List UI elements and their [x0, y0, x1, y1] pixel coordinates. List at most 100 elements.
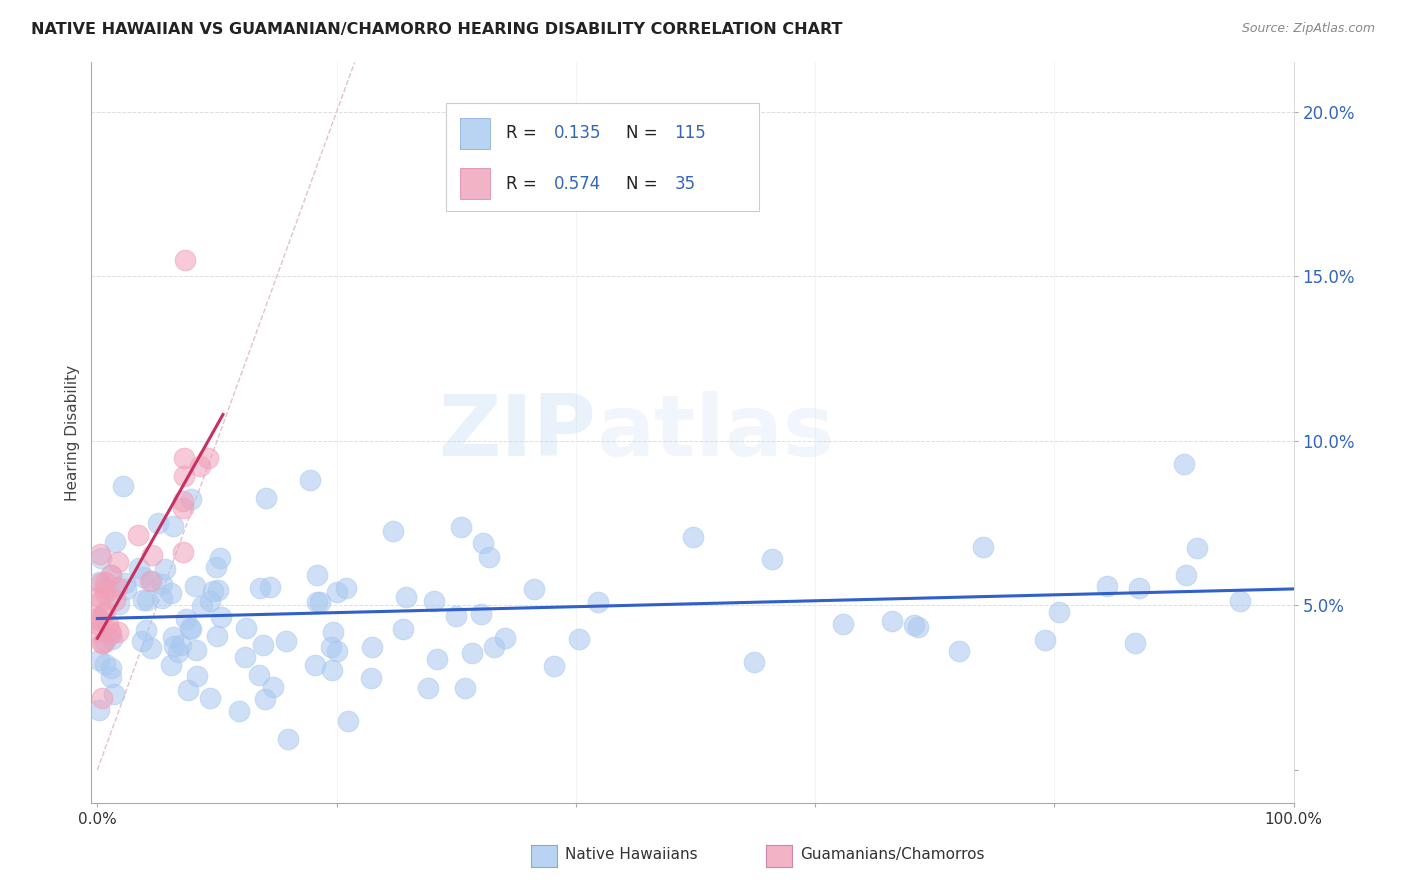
Text: Native Hawaiians: Native Hawaiians — [565, 847, 697, 862]
Point — [1033, 633, 1056, 648]
Point — [100, 567, 122, 582]
Text: R =: R = — [506, 124, 543, 142]
Point — [127, 528, 149, 542]
Point — [177, 682, 200, 697]
Point — [100, 670, 122, 684]
Point — [141, 574, 163, 589]
Text: 0.574: 0.574 — [554, 175, 602, 193]
Point — [114, 576, 136, 591]
Point — [360, 671, 382, 685]
Point — [446, 608, 468, 623]
Point — [1175, 567, 1198, 582]
Point — [461, 646, 484, 660]
Point — [326, 584, 349, 599]
Point — [309, 595, 332, 609]
Point — [1047, 605, 1070, 619]
Point — [103, 687, 125, 701]
Point — [335, 581, 357, 595]
Point — [87, 624, 110, 638]
Text: Guamanians/Chamorros: Guamanians/Chamorros — [800, 847, 984, 862]
Point — [322, 625, 344, 640]
Text: R =: R = — [506, 175, 543, 193]
Point — [586, 594, 609, 608]
Point — [208, 551, 231, 566]
Bar — [460, 168, 491, 199]
Point — [104, 534, 127, 549]
Point — [100, 661, 122, 675]
Point — [450, 520, 472, 534]
Point — [191, 599, 214, 613]
Point — [426, 652, 449, 666]
Point — [200, 690, 222, 705]
Text: N =: N = — [626, 124, 664, 142]
Point — [305, 567, 328, 582]
Point — [139, 574, 162, 588]
Point — [98, 624, 121, 638]
Point — [153, 562, 176, 576]
Point — [543, 659, 565, 673]
Point — [254, 691, 277, 706]
Point — [89, 547, 111, 561]
Point — [150, 591, 173, 605]
Point — [169, 638, 191, 652]
Point — [948, 643, 970, 657]
Point — [1173, 457, 1195, 471]
Point — [392, 622, 415, 636]
Point — [139, 640, 162, 655]
Point — [907, 620, 929, 634]
Point — [160, 657, 183, 672]
Point — [188, 458, 211, 473]
Point — [180, 622, 202, 636]
Point — [90, 550, 112, 565]
Point — [162, 519, 184, 533]
Point — [252, 638, 274, 652]
Point — [319, 640, 342, 655]
Point — [105, 580, 128, 594]
Point — [761, 551, 783, 566]
Point — [87, 617, 110, 632]
Point — [454, 681, 477, 696]
Point — [259, 580, 281, 594]
FancyBboxPatch shape — [446, 103, 759, 211]
Point — [197, 451, 219, 466]
Point — [1229, 593, 1251, 607]
Point — [336, 714, 359, 728]
Point — [87, 590, 110, 604]
Point — [172, 500, 194, 515]
Point — [172, 545, 194, 559]
Text: NATIVE HAWAIIAN VS GUAMANIAN/CHAMORRO HEARING DISABILITY CORRELATION CHART: NATIVE HAWAIIAN VS GUAMANIAN/CHAMORRO HE… — [31, 22, 842, 37]
Point — [131, 569, 153, 583]
Point — [146, 516, 169, 530]
Point — [416, 681, 439, 695]
Point — [93, 605, 115, 619]
Point — [326, 643, 349, 657]
Point — [1187, 541, 1209, 555]
Point — [470, 607, 492, 621]
Point — [107, 555, 129, 569]
Point — [471, 536, 494, 550]
Text: Source: ZipAtlas.com: Source: ZipAtlas.com — [1241, 22, 1375, 36]
Point — [209, 610, 232, 624]
Point — [160, 586, 183, 600]
Point — [107, 625, 129, 640]
Point — [90, 576, 112, 591]
Point — [305, 595, 328, 609]
Point — [198, 594, 221, 608]
Point — [108, 597, 131, 611]
Point — [87, 575, 110, 590]
Point — [254, 491, 277, 506]
Point — [207, 582, 229, 597]
Point — [423, 594, 446, 608]
Point — [742, 655, 765, 669]
Text: 0.135: 0.135 — [554, 124, 602, 142]
Point — [235, 621, 257, 635]
Point — [832, 617, 855, 632]
Point — [682, 530, 704, 544]
Point — [167, 645, 190, 659]
Point — [172, 494, 194, 508]
Point — [179, 621, 201, 635]
Point — [276, 634, 298, 648]
Point — [478, 550, 501, 565]
Y-axis label: Hearing Disability: Hearing Disability — [65, 365, 80, 500]
Point — [174, 612, 197, 626]
